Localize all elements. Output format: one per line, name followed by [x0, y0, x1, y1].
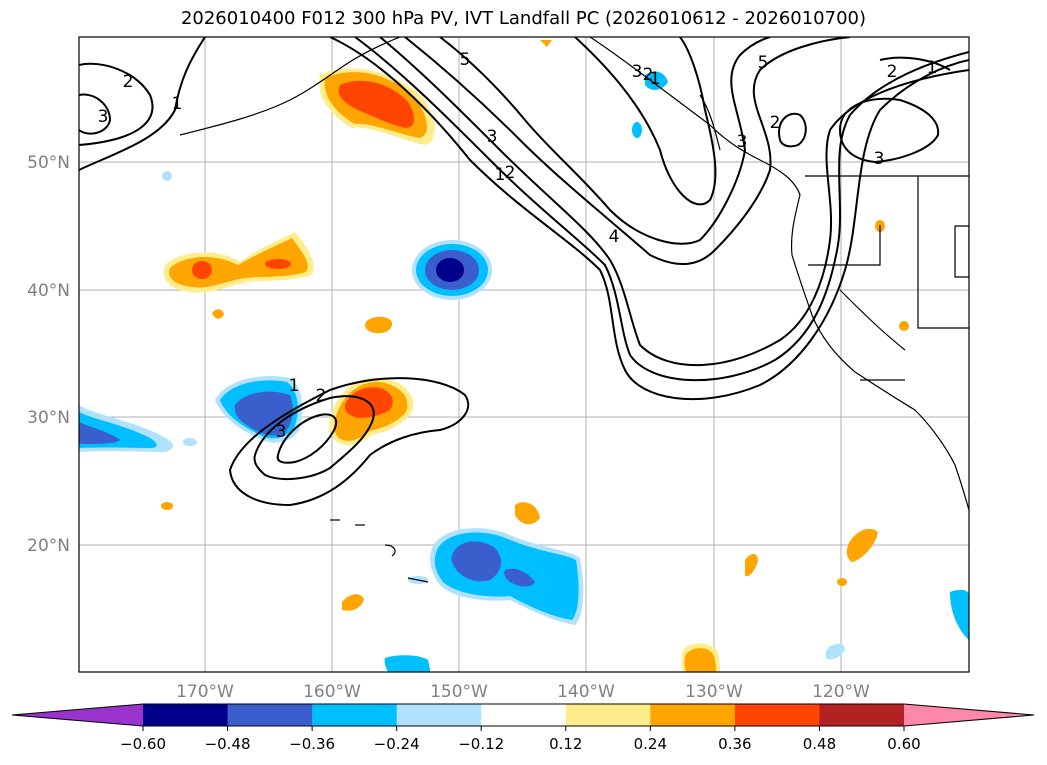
colorbar-extend-max — [904, 704, 1034, 726]
colorbar-segment — [312, 704, 398, 726]
contour-labels: 2 3 1 1 3 2 5 3 1 2 4 5 2 1 2 3 3 1 2 3 — [98, 50, 938, 442]
pc-fill-south-blue — [384, 71, 969, 672]
contour-label: 3 — [737, 132, 748, 152]
colorbar-tick-label: 0.12 — [549, 735, 582, 753]
contour-label: 3 — [632, 62, 643, 82]
contour-label: 5 — [758, 53, 769, 73]
colorbar-segment — [396, 704, 482, 726]
colorbar-segment — [734, 704, 820, 726]
colorbar-tick-label: 0.48 — [803, 735, 836, 753]
colorbar-segment — [819, 704, 905, 726]
contour-label: 2 — [643, 65, 654, 85]
colorbar-segment — [650, 704, 736, 726]
lon-label: 150°W — [430, 682, 488, 702]
coastlines — [179, 37, 969, 583]
figure-title: 2026010400 F012 300 hPa PV, IVT Landfall… — [180, 8, 867, 29]
contour-label: 2 — [505, 163, 516, 183]
pc-fill-gulf-of-alaska — [319, 68, 436, 145]
colorbar-segment — [143, 704, 229, 726]
contour-label: 3 — [487, 127, 498, 147]
lon-label: 130°W — [685, 682, 743, 702]
lon-label: 140°W — [557, 682, 615, 702]
longitude-labels: 170°W 160°W 150°W 140°W 130°W 120°W — [176, 682, 870, 702]
colorbar-tick-label: −0.12 — [458, 735, 504, 753]
colorbar-extend-min — [12, 704, 143, 726]
pc-fill-central-blue — [412, 240, 492, 300]
lon-label: 160°W — [303, 682, 361, 702]
pc-fill-north-pacific-west — [163, 232, 393, 334]
contour-label: 1 — [650, 69, 661, 89]
colorbar-tick-label: −0.60 — [120, 735, 166, 753]
colorbar-segment — [565, 704, 651, 726]
colorbar-tick-label: 0.60 — [887, 735, 920, 753]
contour-label: 3 — [276, 422, 287, 442]
colorbar-tick-label: −0.24 — [374, 735, 420, 753]
pv-contours — [79, 37, 969, 507]
lon-label: 170°W — [176, 682, 234, 702]
pc-fill-west-edge-blue — [79, 171, 197, 452]
colorbar-segment — [481, 704, 567, 726]
contour-label: 2 — [316, 386, 327, 406]
lat-label: 30°N — [27, 408, 70, 428]
contour-label: 4 — [609, 227, 620, 247]
latitude-labels: 50°N 40°N 30°N 20°N — [27, 153, 70, 556]
colorbar-tick-label: 0.24 — [634, 735, 667, 753]
contour-label: 3 — [98, 107, 109, 127]
contour-label: 2 — [887, 62, 898, 82]
contour-label: 1 — [289, 376, 300, 396]
lat-label: 20°N — [27, 536, 70, 556]
lon-label: 120°W — [812, 682, 870, 702]
contour-label: 1 — [495, 165, 506, 185]
pc-fill-scattered-positive — [161, 40, 909, 672]
colorbar-tick-label: −0.48 — [205, 735, 251, 753]
contour-label: 5 — [460, 50, 471, 70]
colorbar-tick-label: −0.36 — [289, 735, 335, 753]
contour-label: 3 — [874, 149, 885, 169]
contour-label: 1 — [172, 94, 183, 114]
map-frame — [78, 36, 970, 673]
colorbar: −0.60 −0.48 −0.36 −0.24 −0.12 0.12 0.24 0.36 0.4… — [11, 703, 1035, 753]
colorbar-tick-label: 0.36 — [718, 735, 751, 753]
lat-label: 50°N — [27, 153, 70, 173]
contour-label: 2 — [770, 113, 781, 133]
lat-label: 40°N — [27, 281, 70, 301]
contour-label: 1 — [927, 58, 938, 78]
colorbar-segment — [227, 704, 313, 726]
contour-label: 2 — [123, 72, 134, 92]
